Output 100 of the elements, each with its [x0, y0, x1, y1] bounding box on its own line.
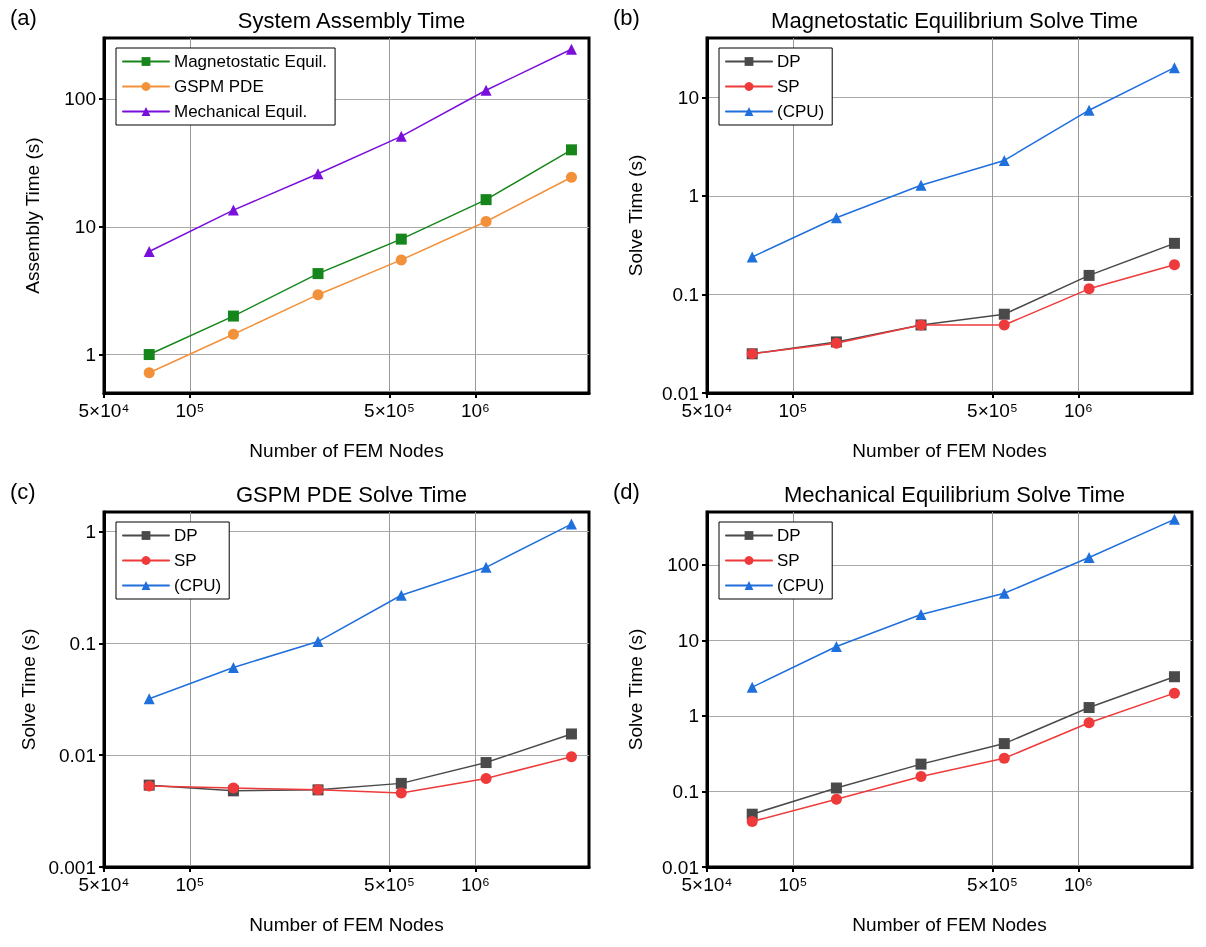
point: [746, 251, 758, 263]
point: [312, 289, 324, 301]
y-tick-label: 10: [677, 86, 699, 108]
x-tick-label: 10⁵: [778, 400, 808, 421]
legend-label: SP: [777, 551, 800, 570]
point: [227, 661, 239, 673]
point: [312, 636, 324, 648]
point: [830, 212, 842, 224]
x-axis-title: Number of FEM Nodes: [249, 914, 444, 935]
x-tick-label: 10⁶: [1063, 874, 1093, 895]
text: (a): [10, 4, 37, 30]
point: [395, 777, 407, 789]
chart-title: GSPM PDE Solve Time: [235, 481, 468, 507]
point: [480, 84, 492, 96]
point: [915, 770, 927, 782]
point: [227, 310, 239, 322]
point: [915, 758, 927, 770]
point: [395, 233, 407, 245]
point: [143, 349, 155, 361]
point: [1168, 237, 1180, 249]
x-tick-label: 5×10⁵: [967, 874, 1018, 895]
point: [565, 144, 577, 156]
x-tick-label: 10⁵: [175, 874, 205, 895]
y-tick-label: 1: [85, 521, 96, 543]
point: [1083, 283, 1095, 295]
point: [395, 589, 407, 601]
point: [998, 319, 1010, 331]
point: [746, 816, 758, 828]
legend-label: Mechanical Equil.: [174, 102, 308, 121]
y-axis-title: Assembly Time (s): [22, 137, 43, 294]
point: [830, 640, 842, 652]
point: [1083, 702, 1095, 714]
x-tick-label: 10⁵: [778, 874, 808, 895]
point: [565, 518, 577, 530]
point: [998, 154, 1010, 166]
legend-label: DP: [777, 52, 801, 71]
point: [1083, 717, 1095, 729]
legend-label: (CPU): [174, 576, 222, 595]
point: [480, 561, 492, 573]
x-axis-title: Number of FEM Nodes: [852, 914, 1047, 935]
y-tick-label: 1: [688, 185, 699, 207]
point: [480, 757, 492, 769]
y-tick-label: 1: [85, 344, 96, 366]
point: [143, 367, 155, 379]
x-tick-label: 10⁵: [175, 400, 205, 421]
y-tick-label: 100: [667, 554, 699, 576]
point: [1083, 551, 1095, 563]
point: [998, 587, 1010, 599]
x-tick-label: 5×10⁵: [364, 400, 415, 421]
y-tick-label: 100: [64, 88, 96, 110]
text: (d): [613, 478, 640, 504]
y-axis-title: Solve Time (s): [625, 628, 646, 751]
point: [227, 328, 239, 340]
y-tick-label: 0.1: [672, 780, 699, 802]
point: [565, 751, 577, 763]
point: [830, 782, 842, 794]
point: [565, 171, 577, 183]
point: [480, 215, 492, 227]
point: [915, 179, 927, 191]
point: [998, 738, 1010, 750]
point: [312, 168, 324, 180]
legend-label: SP: [777, 77, 800, 96]
y-axis-title: Solve Time (s): [17, 628, 39, 751]
legend-label: SP: [174, 551, 197, 570]
y-tick-label: 0.1: [69, 632, 96, 654]
point: [830, 793, 842, 805]
chart-title: Magnetostatic Equilibrium Solve Time: [771, 7, 1138, 33]
legend-label: Magnetostatic Equil.: [174, 52, 328, 71]
text: (b): [613, 4, 640, 30]
text: (c): [10, 478, 36, 504]
point: [395, 254, 407, 266]
point: [1168, 513, 1180, 525]
legend-label: DP: [174, 526, 198, 545]
point: [746, 681, 758, 693]
legend-label: (CPU): [777, 576, 825, 595]
chart-title: System Assembly Time: [237, 7, 466, 33]
point: [143, 693, 155, 705]
y-tick-label: 10: [74, 216, 96, 238]
point: [998, 308, 1010, 320]
x-axis-title: Number of FEM Nodes: [249, 440, 444, 461]
y-tick-label: 0.01: [59, 744, 96, 766]
point: [998, 752, 1010, 764]
x-axis-title: Number of FEM Nodes: [852, 440, 1047, 461]
x-tick-label: 10⁶: [460, 400, 490, 421]
point: [395, 130, 407, 142]
point: [143, 246, 155, 258]
point: [480, 772, 492, 784]
point: [1168, 62, 1180, 74]
x-tick-label: 5×10⁵: [364, 874, 415, 895]
point: [1083, 104, 1095, 116]
point: [565, 43, 577, 55]
legend-label: GSPM PDE: [174, 77, 264, 96]
point: [1168, 671, 1180, 683]
point: [395, 787, 407, 799]
point: [915, 608, 927, 620]
x-tick-label: 5×10⁵: [967, 400, 1018, 421]
x-tick-label: 10⁶: [460, 874, 490, 895]
y-axis-title: Solve Time (s): [625, 154, 646, 277]
y-tick-label: 1: [688, 705, 699, 727]
y-tick-label: 0.1: [672, 283, 699, 305]
